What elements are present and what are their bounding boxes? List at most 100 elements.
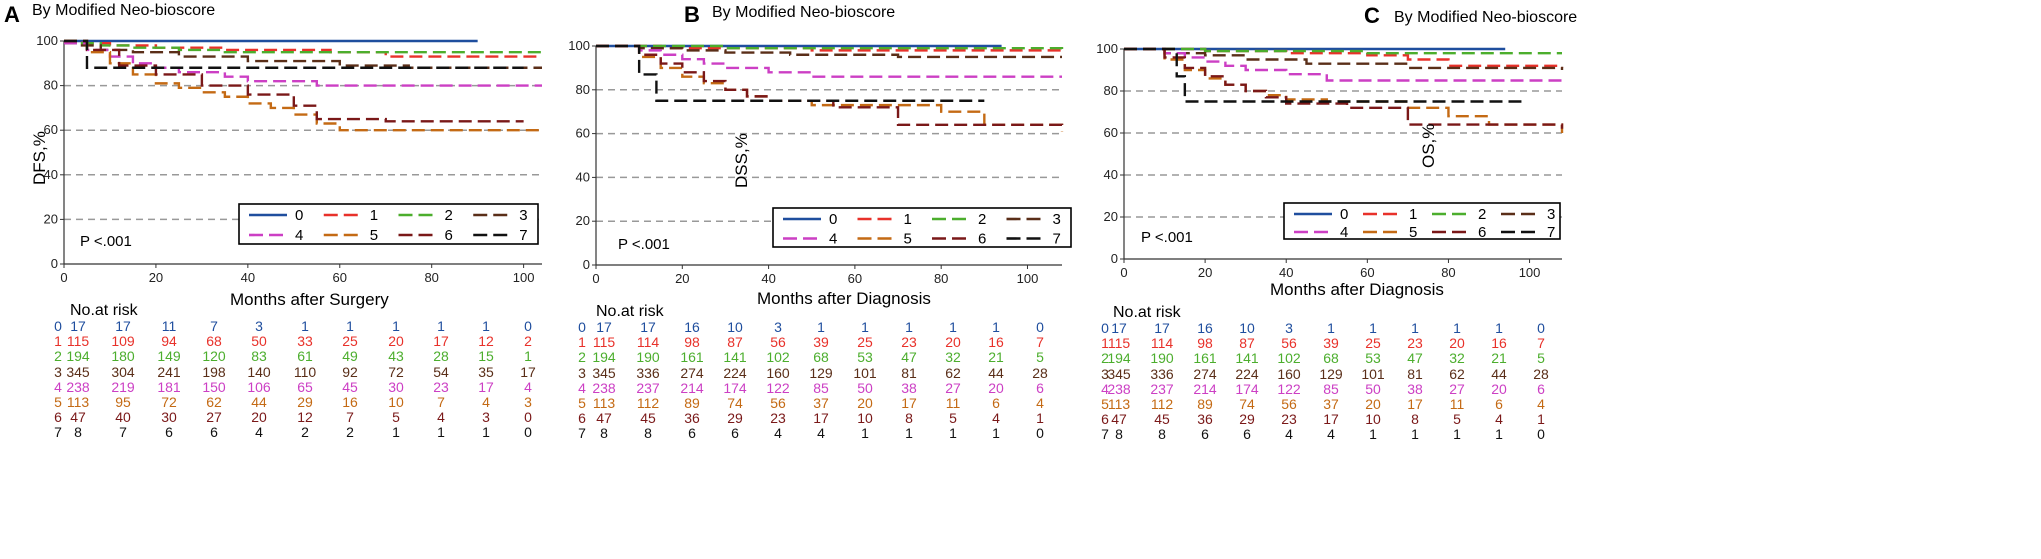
risk-count: 174 — [1235, 380, 1259, 397]
risk-count: 17 — [115, 318, 131, 334]
risk-table-title: No.at risk — [596, 303, 664, 320]
risk-group-label: 7 — [1101, 426, 1109, 443]
risk-count: 149 — [157, 348, 181, 365]
risk-count: 4 — [1537, 396, 1545, 412]
risk-group-label: 6 — [54, 409, 62, 426]
risk-count: 17 — [478, 378, 494, 395]
y-tick-label: 0 — [1111, 251, 1118, 266]
risk-count: 95 — [115, 394, 131, 410]
legend-label-group-7: 7 — [1053, 231, 1061, 248]
y-axis-label: OS,% — [1419, 123, 1438, 168]
risk-count: 6 — [992, 395, 1000, 411]
risk-count: 6 — [1495, 396, 1503, 412]
risk-count: 49 — [342, 348, 358, 365]
risk-group-label: 4 — [54, 378, 62, 395]
risk-count: 23 — [1407, 335, 1423, 352]
km-plot: 0 20 40 60 80 100 0 20 40 60 80 100 0 1 2 3 4 5 6 7 — [568, 38, 1072, 286]
risk-group-label: 6 — [578, 410, 586, 427]
risk-count: 180 — [111, 348, 135, 365]
risk-count: 1 — [1369, 320, 1377, 336]
risk-count: 17 — [1407, 396, 1423, 412]
risk-count: 6 — [1201, 426, 1209, 443]
chart-title: By Modified Neo-bioscore — [32, 2, 216, 19]
risk-count: 20 — [988, 379, 1004, 396]
legend-label-group-6: 6 — [445, 227, 453, 244]
risk-count: 160 — [1277, 365, 1301, 382]
risk-table-title: No.at risk — [1113, 304, 1181, 321]
risk-count: 113 — [66, 394, 90, 410]
risk-count: 45 — [342, 378, 358, 395]
survival-curve-group-7 — [596, 44, 985, 102]
risk-count: 21 — [1491, 350, 1507, 367]
y-tick-label: 60 — [1104, 125, 1118, 140]
risk-count: 50 — [857, 379, 873, 396]
legend-label-group-0: 0 — [295, 207, 303, 224]
legend-label-group-2: 2 — [445, 207, 453, 224]
x-tick-label: 100 — [513, 270, 535, 285]
risk-count: 17 — [1111, 320, 1127, 336]
y-tick-label: 60 — [576, 126, 590, 141]
risk-count: 214 — [1193, 380, 1217, 397]
risk-count: 274 — [680, 364, 704, 381]
risk-group-label: 7 — [578, 425, 586, 442]
risk-count: 3 — [1285, 320, 1293, 336]
legend-label-group-7: 7 — [519, 227, 527, 244]
km-plot: 0 20 40 60 80 100 0 20 40 60 80 100 0 1 2 3 4 5 6 7 — [1096, 41, 1564, 280]
y-tick-label: 20 — [44, 211, 58, 226]
risk-count: 3 — [524, 394, 532, 410]
risk-count: 110 — [293, 363, 317, 380]
risk-group-label: 4 — [1101, 380, 1109, 397]
survival-curve-group-6 — [64, 39, 524, 123]
risk-count: 7 — [346, 409, 354, 426]
risk-count: 6 — [688, 425, 696, 442]
risk-count: 47 — [1407, 350, 1423, 367]
risk-count: 10 — [1239, 320, 1255, 336]
risk-count: 219 — [111, 378, 135, 395]
risk-count: 62 — [945, 364, 961, 381]
risk-count: 38 — [1407, 380, 1423, 397]
risk-count: 113 — [592, 395, 616, 411]
risk-count: 8 — [905, 410, 913, 427]
y-tick-label: 20 — [1104, 209, 1118, 224]
x-tick-label: 0 — [1120, 265, 1127, 280]
risk-count: 1 — [1327, 320, 1335, 336]
risk-count: 1 — [1411, 320, 1419, 336]
risk-count: 56 — [770, 395, 786, 411]
y-axis-label: DSS,% — [732, 133, 751, 188]
legend-label-group-6: 6 — [978, 231, 986, 248]
survival-curve-group-4 — [64, 42, 542, 87]
y-tick-label: 0 — [51, 256, 58, 271]
survival-curve-group-6 — [1124, 47, 1564, 129]
risk-count: 6 — [731, 425, 739, 442]
risk-count: 27 — [206, 409, 222, 426]
risk-count: 5 — [1453, 411, 1461, 428]
risk-count: 102 — [1277, 350, 1301, 367]
risk-count: 140 — [247, 363, 271, 380]
risk-count: 1 — [1369, 426, 1377, 443]
risk-count: 237 — [636, 379, 660, 396]
risk-count: 238 — [592, 379, 616, 396]
x-tick-label: 0 — [592, 271, 599, 286]
risk-count: 4 — [1495, 411, 1503, 428]
risk-count: 89 — [684, 395, 700, 411]
risk-count: 1 — [482, 424, 490, 441]
risk-group-label: 3 — [1101, 365, 1109, 382]
risk-count: 3 — [774, 319, 782, 335]
panel-label: C — [1364, 3, 1380, 28]
legend-label-group-3: 3 — [519, 207, 527, 224]
risk-count: 87 — [1239, 335, 1255, 352]
risk-count: 190 — [1150, 350, 1174, 367]
legend-label-group-5: 5 — [1409, 224, 1417, 241]
risk-count: 8 — [644, 425, 652, 442]
risk-count: 16 — [342, 394, 358, 410]
risk-count: 1 — [1495, 320, 1503, 336]
survival-curve-group-4 — [596, 44, 1062, 78]
risk-count: 23 — [770, 410, 786, 427]
risk-count: 112 — [1150, 396, 1174, 412]
y-tick-label: 0 — [583, 257, 590, 272]
risk-count: 92 — [342, 363, 358, 380]
risk-group-label: 7 — [54, 424, 62, 441]
risk-count: 4 — [817, 425, 825, 442]
x-tick-label: 80 — [424, 270, 438, 285]
risk-count: 65 — [297, 378, 313, 395]
